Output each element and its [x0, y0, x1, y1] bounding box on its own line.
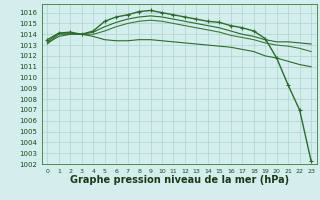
- X-axis label: Graphe pression niveau de la mer (hPa): Graphe pression niveau de la mer (hPa): [70, 175, 289, 185]
